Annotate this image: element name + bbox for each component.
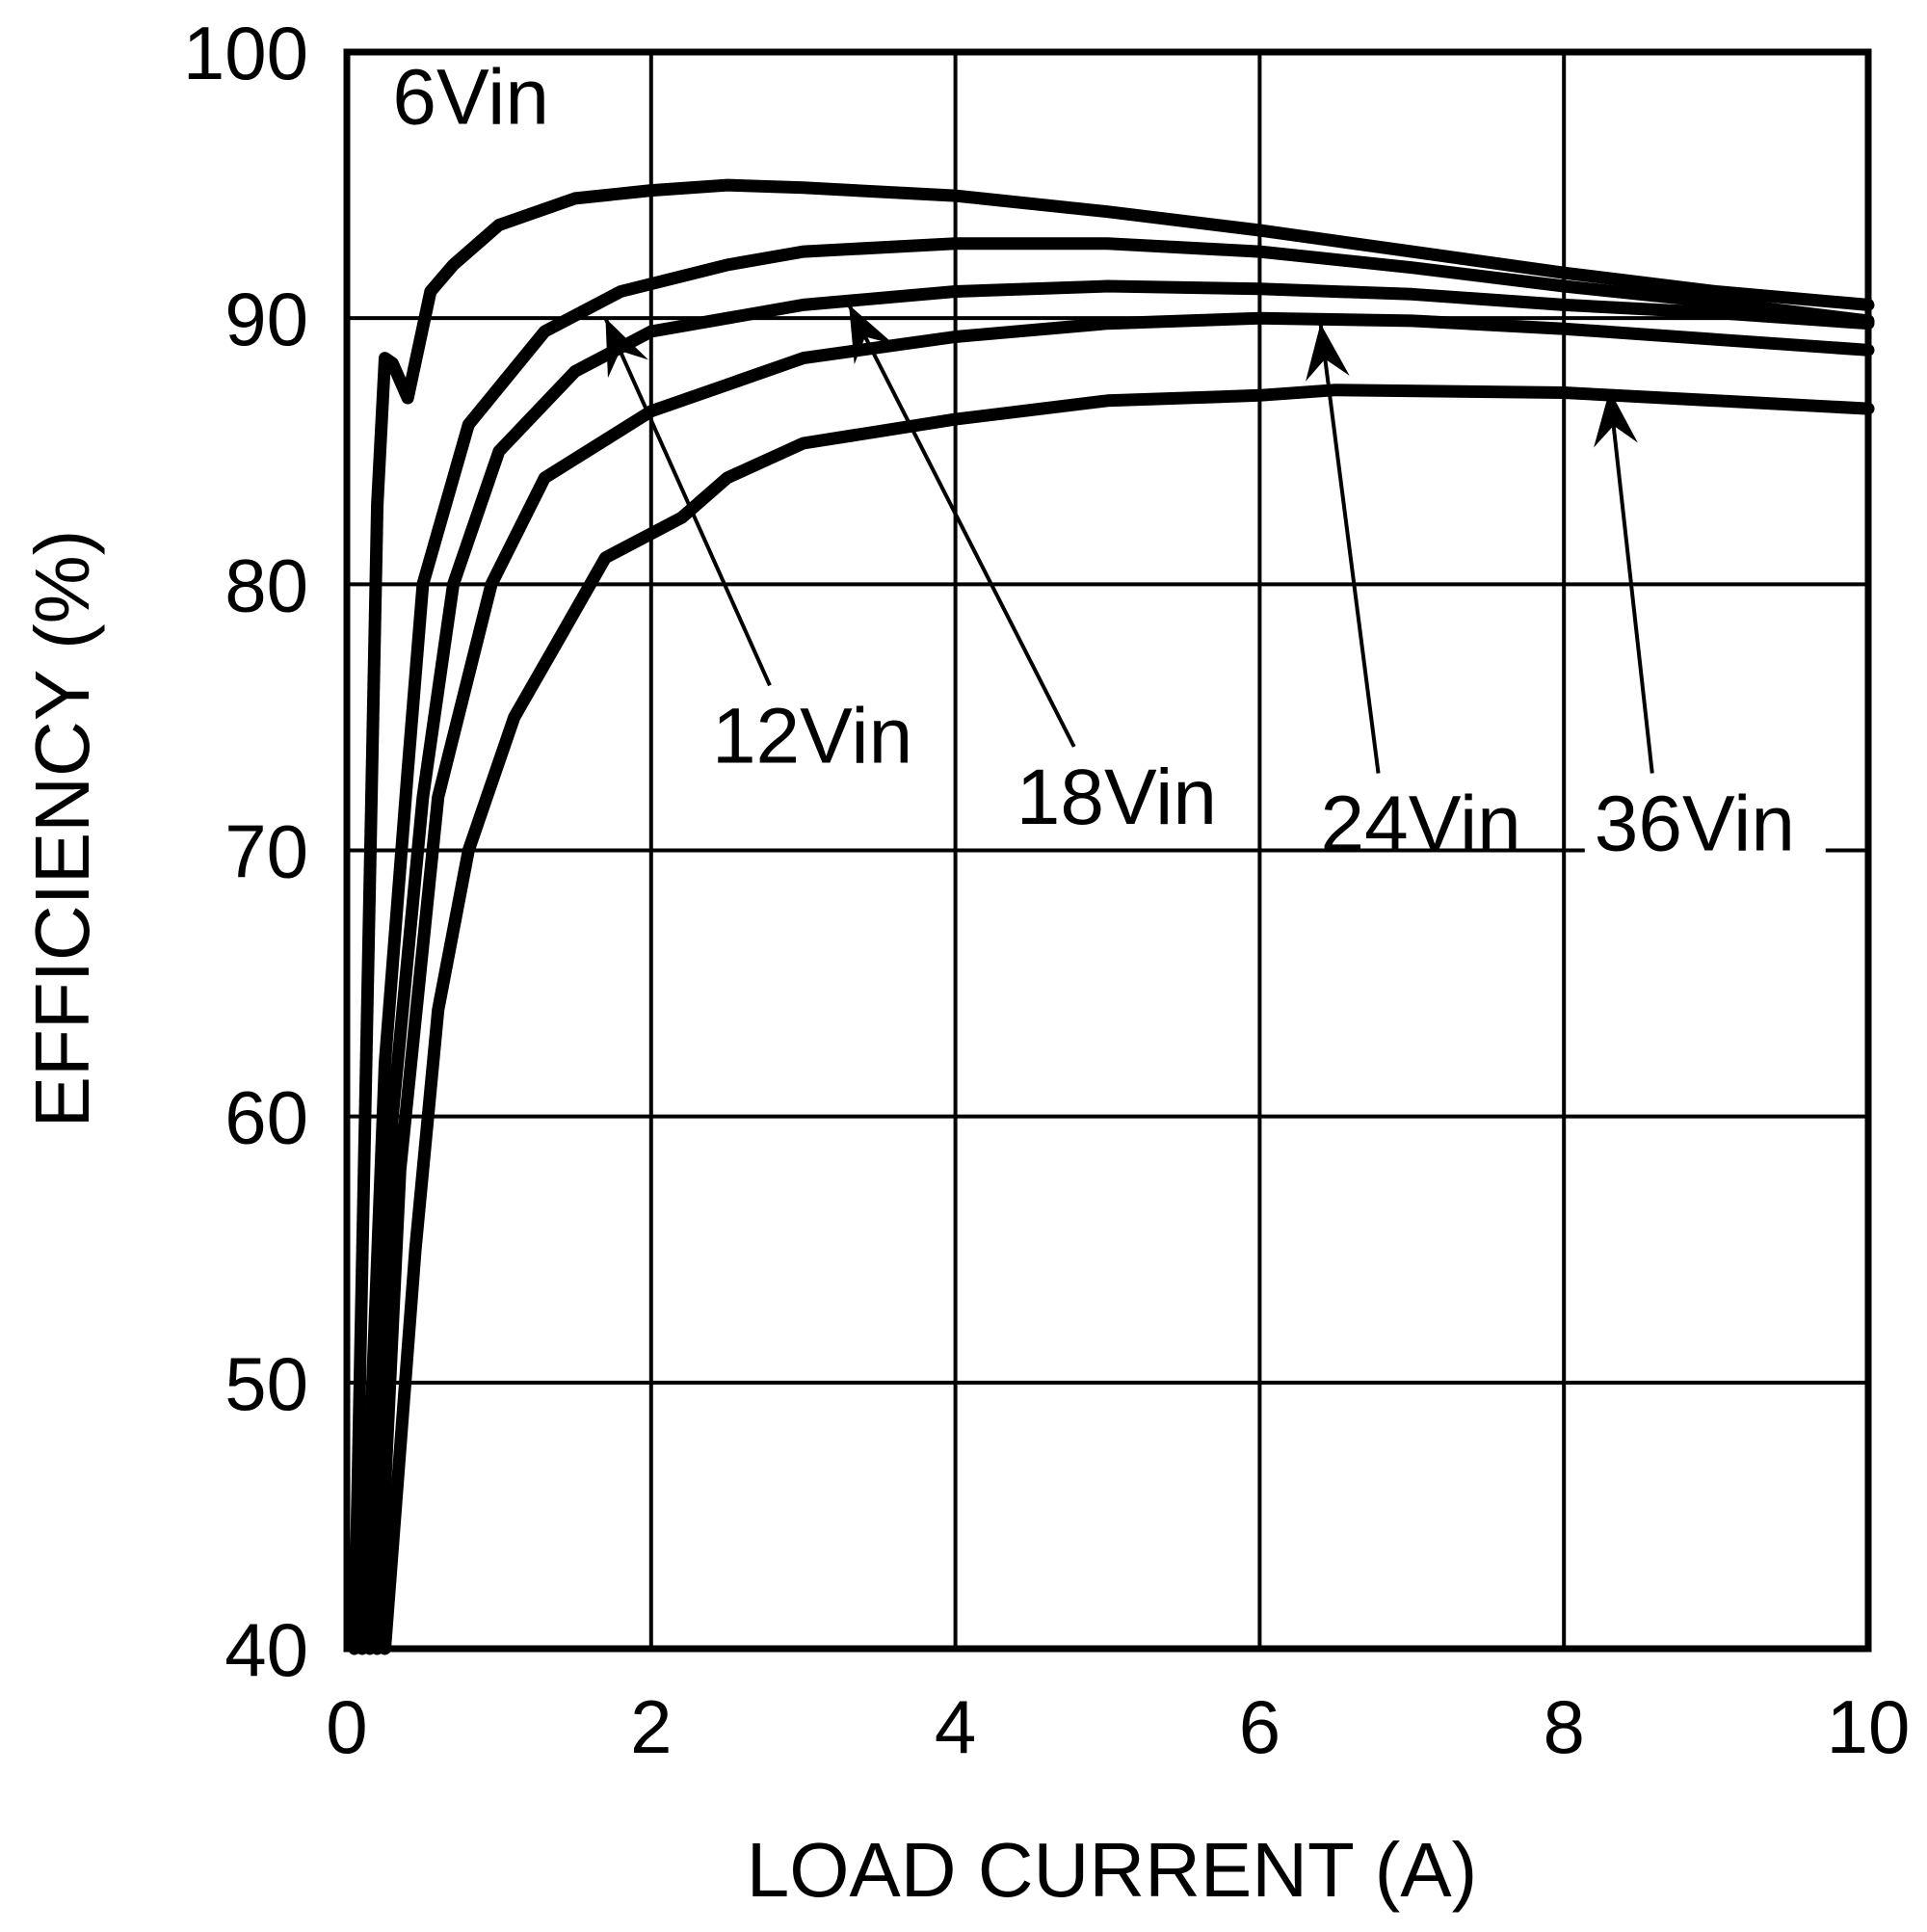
series-line-36vin <box>379 384 1875 1655</box>
arrowhead-icon <box>605 318 648 379</box>
series-line-6vin <box>348 178 1875 1655</box>
x-tick-labels: 0 2 4 6 8 10 <box>326 1684 1910 1769</box>
annotation-6vin: 6Vin <box>392 54 549 142</box>
x-tick-label: 8 <box>1544 1684 1585 1769</box>
x-tick-label: 2 <box>630 1684 672 1769</box>
arrowhead-icon <box>1594 389 1638 448</box>
y-tick-labels: 40 50 60 70 80 90 100 <box>183 11 308 1692</box>
y-tick-label: 50 <box>224 1341 308 1426</box>
x-tick-label: 0 <box>326 1684 367 1769</box>
arrow-icon <box>1607 389 1654 774</box>
label-background <box>1584 782 1826 870</box>
annotation-12vin: 12Vin <box>712 692 912 780</box>
arrow-icon <box>847 304 1076 748</box>
annotation-18vin: 18Vin <box>1016 754 1217 841</box>
y-tick-label: 100 <box>183 11 308 95</box>
x-axis-label: LOAD CURRENT (A) <box>747 1827 1478 1913</box>
y-tick-label: 70 <box>224 809 308 894</box>
x-tick-label: 4 <box>935 1684 976 1769</box>
arrow-icon <box>1318 323 1381 774</box>
y-axis-label: EFFICIENCY (%) <box>19 530 105 1128</box>
plot-frame <box>343 48 1872 1653</box>
series-annotations: 6Vin 12Vin 18Vin 24Vin 36Vin <box>392 54 1826 870</box>
data-series <box>348 178 1875 1655</box>
series-line-18vin <box>363 279 1875 1655</box>
annotation-36vin: 36Vin <box>1595 781 1795 868</box>
annotation-arrows <box>603 304 1654 774</box>
annotation-24vin: 24Vin <box>1321 781 1521 868</box>
series-line-12vin <box>356 237 1875 1655</box>
y-tick-label: 40 <box>224 1607 308 1692</box>
x-tick-label: 10 <box>1827 1684 1911 1769</box>
y-tick-label: 60 <box>224 1075 308 1160</box>
y-tick-label: 90 <box>224 277 308 361</box>
arrowhead-icon <box>849 304 894 365</box>
y-tick-label: 80 <box>224 543 308 627</box>
arrow-icon <box>603 317 772 687</box>
series-line-24vin <box>371 311 1875 1655</box>
x-tick-label: 6 <box>1239 1684 1280 1769</box>
arrowhead-icon <box>1306 323 1350 382</box>
